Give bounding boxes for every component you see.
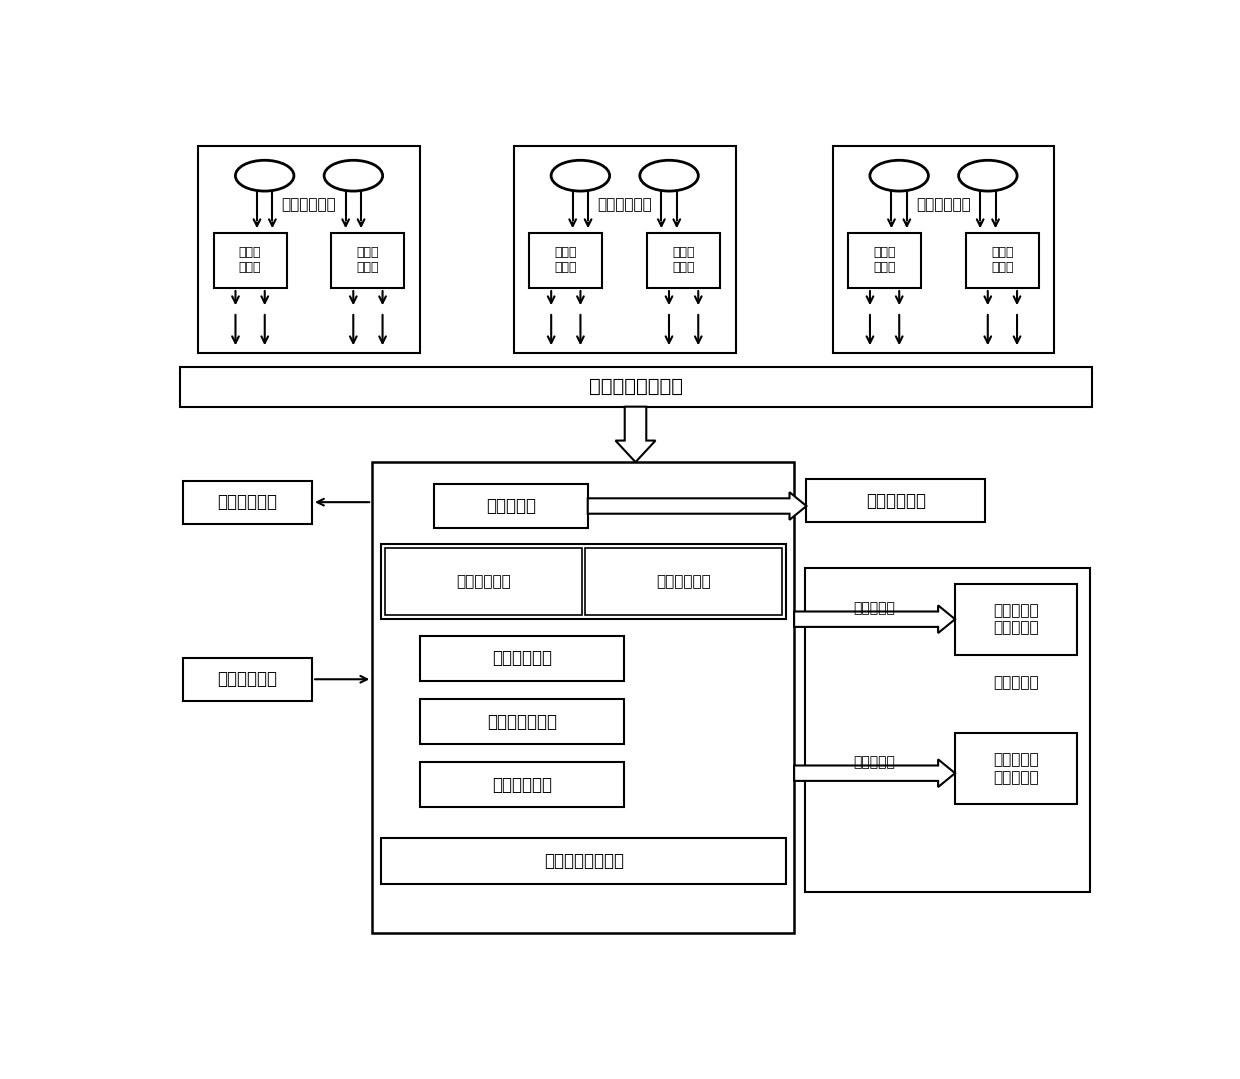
Text: 穿透式眼镜: 穿透式眼镜 — [993, 674, 1039, 689]
Bar — [420, 763, 624, 807]
Text: 前视探测模块: 前视探测模块 — [281, 196, 336, 211]
Bar — [198, 147, 420, 353]
Bar — [513, 147, 735, 353]
Bar — [529, 233, 603, 288]
Ellipse shape — [236, 161, 294, 191]
Bar — [806, 479, 985, 522]
Text: 前视图像融合: 前视图像融合 — [456, 574, 511, 589]
Text: 视频数据传输接口: 视频数据传输接口 — [589, 378, 683, 396]
Ellipse shape — [870, 161, 929, 191]
Bar — [832, 147, 1054, 353]
Bar — [420, 699, 624, 743]
Bar — [805, 569, 1090, 891]
Text: 沿位探测模块: 沿位探测模块 — [916, 196, 971, 211]
Text: 低照度
摄像机: 低照度 摄像机 — [554, 246, 577, 274]
Polygon shape — [615, 407, 656, 462]
Bar — [331, 233, 404, 288]
Text: 电源控制板: 电源控制板 — [486, 497, 536, 515]
Text: 头部姿态检测模块: 头部姿态检测模块 — [544, 852, 624, 870]
Bar — [180, 367, 1092, 407]
Bar — [647, 233, 720, 288]
Bar — [955, 584, 1076, 655]
Bar — [434, 483, 588, 529]
Bar — [382, 544, 786, 619]
Bar — [386, 547, 582, 615]
Text: 转向传感组件: 转向传感组件 — [217, 670, 278, 688]
Text: 右侧光波导
近眼显示器: 右侧光波导 近眼显示器 — [993, 752, 1039, 784]
Bar — [955, 733, 1076, 804]
Text: 视频数据检测: 视频数据检测 — [866, 492, 926, 509]
Bar — [182, 658, 312, 701]
Bar — [382, 838, 786, 884]
Bar — [182, 480, 312, 523]
Text: 电子稳像模块: 电子稳像模块 — [492, 650, 552, 668]
Bar — [372, 462, 794, 933]
Bar — [966, 233, 1039, 288]
Ellipse shape — [551, 161, 610, 191]
Text: 周视图像融合: 周视图像融合 — [656, 574, 711, 589]
Text: 信号叠加模块: 信号叠加模块 — [492, 776, 552, 794]
Text: 左侧光波导
近眼显示器: 左侧光波导 近眼显示器 — [993, 603, 1039, 636]
Text: 增强与透雾模块: 增强与透雾模块 — [487, 712, 557, 730]
Text: 低照度
摄像机: 低照度 摄像机 — [357, 246, 379, 274]
Text: 立体探测模块: 立体探测模块 — [598, 196, 652, 211]
Ellipse shape — [640, 161, 698, 191]
Bar — [420, 637, 624, 681]
Text: 低照度
摄像机: 低照度 摄像机 — [873, 246, 895, 274]
Text: 激光辅助照明: 激光辅助照明 — [217, 493, 278, 511]
Ellipse shape — [324, 161, 383, 191]
Bar — [585, 547, 781, 615]
Text: 右视频数据: 右视频数据 — [853, 755, 895, 769]
Polygon shape — [794, 605, 955, 633]
Text: 低照度
摄像机: 低照度 摄像机 — [239, 246, 262, 274]
Ellipse shape — [959, 161, 1017, 191]
Text: 低照度
摄像机: 低照度 摄像机 — [991, 246, 1013, 274]
Polygon shape — [794, 760, 955, 787]
Polygon shape — [588, 492, 806, 520]
Text: 左视频数据: 左视频数据 — [853, 601, 895, 615]
Text: 低照度
摄像机: 低照度 摄像机 — [672, 246, 694, 274]
Bar — [213, 233, 286, 288]
Bar — [848, 233, 921, 288]
